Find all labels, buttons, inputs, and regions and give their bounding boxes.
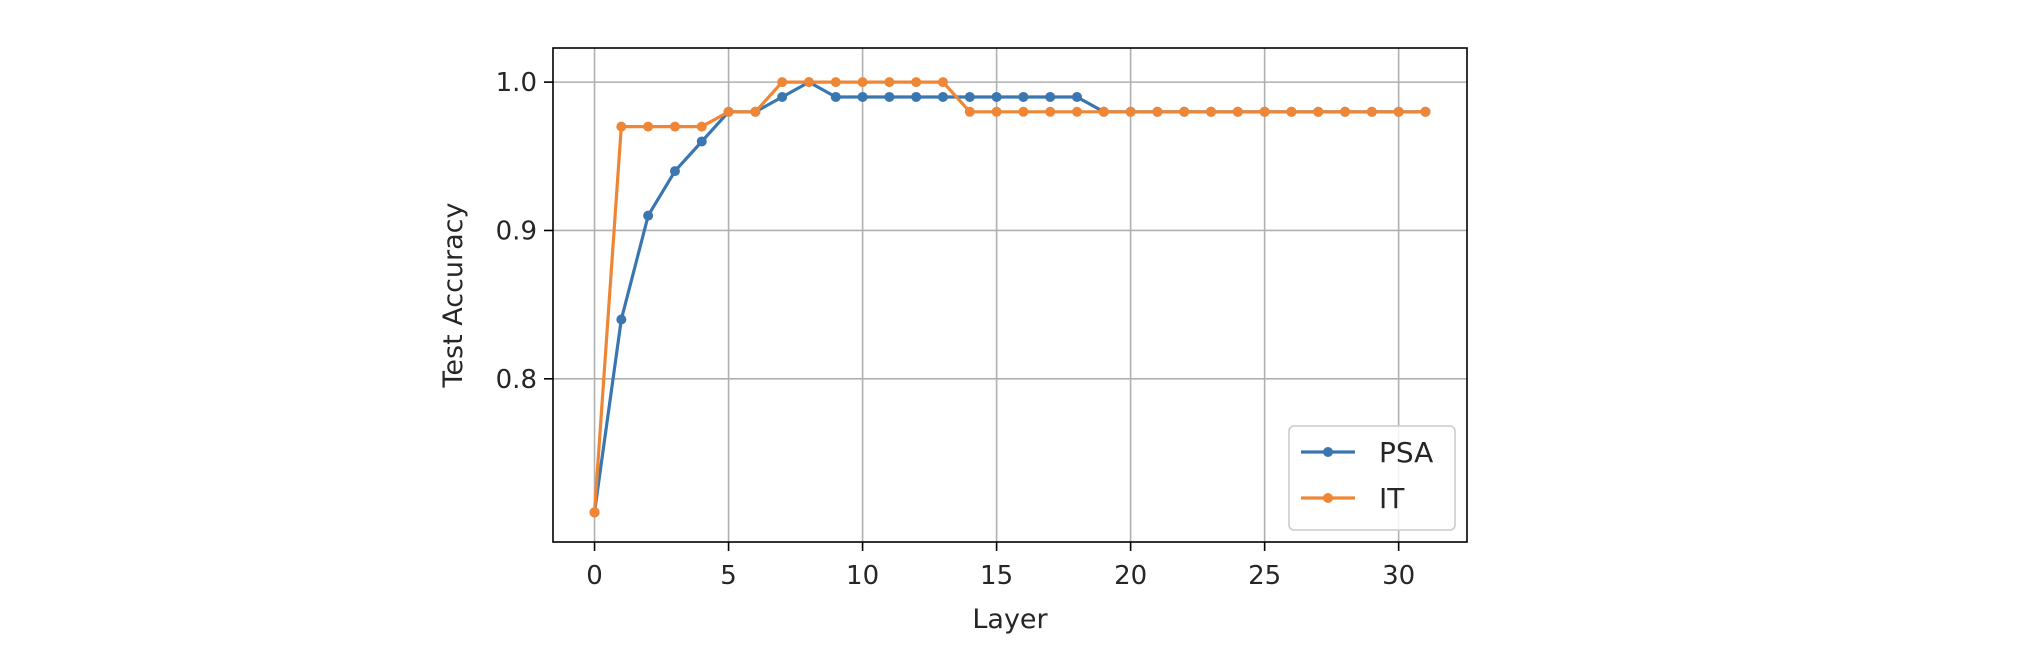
y-tick-label: 0.9 bbox=[496, 216, 537, 246]
series-psa-point bbox=[884, 91, 895, 102]
series-it-point bbox=[616, 121, 627, 132]
series-it-point bbox=[1286, 106, 1297, 117]
series-psa-point bbox=[830, 91, 841, 102]
y-tick-label: 1.0 bbox=[496, 68, 537, 98]
series-psa-point bbox=[696, 136, 707, 147]
series-psa-point bbox=[991, 91, 1002, 102]
series-it-point bbox=[1206, 106, 1217, 117]
series-it-point bbox=[964, 106, 975, 117]
series-it-point bbox=[857, 77, 868, 88]
series-psa-point bbox=[964, 91, 975, 102]
series-it-point bbox=[643, 121, 654, 132]
series-psa-point bbox=[1018, 91, 1029, 102]
series-it-point bbox=[1259, 106, 1270, 117]
series-psa-point bbox=[643, 210, 654, 221]
series-psa-point bbox=[777, 91, 788, 102]
series-it-point bbox=[696, 121, 707, 132]
series-it-point bbox=[777, 77, 788, 88]
series-it-point bbox=[669, 121, 680, 132]
series-it-point bbox=[750, 106, 761, 117]
x-tick-label: 10 bbox=[846, 561, 879, 591]
series-it-point bbox=[1420, 106, 1431, 117]
series-group bbox=[589, 77, 1431, 518]
x-tick-label: 5 bbox=[720, 561, 737, 591]
x-axis-label: Layer bbox=[972, 604, 1048, 635]
series-psa-point bbox=[857, 91, 868, 102]
legend-psa-marker bbox=[1323, 447, 1333, 457]
x-tick-label: 25 bbox=[1248, 561, 1281, 591]
series-it-point bbox=[1313, 106, 1324, 117]
legend-psa-label: PSA bbox=[1379, 436, 1433, 469]
legend-it-label: IT bbox=[1379, 482, 1405, 515]
series-it-point bbox=[1072, 106, 1083, 117]
series-psa-point bbox=[937, 91, 948, 102]
y-tick-label: 0.8 bbox=[496, 365, 537, 395]
series-it-point bbox=[1232, 106, 1243, 117]
series-it-point bbox=[1098, 106, 1109, 117]
series-psa-point bbox=[1072, 91, 1083, 102]
series-psa-point bbox=[669, 166, 680, 177]
x-tick-label: 30 bbox=[1382, 561, 1415, 591]
series-it-point bbox=[1366, 106, 1377, 117]
series-psa-point bbox=[616, 314, 627, 325]
series-it-point bbox=[803, 77, 814, 88]
plot-frame bbox=[552, 47, 1468, 543]
series-it-point bbox=[723, 106, 734, 117]
series-psa-point bbox=[1045, 91, 1056, 102]
series-it-point bbox=[884, 77, 895, 88]
series-it-point bbox=[1393, 106, 1404, 117]
series-it-point bbox=[830, 77, 841, 88]
legend-it-marker bbox=[1323, 493, 1333, 503]
series-it-point bbox=[991, 106, 1002, 117]
series-it-point bbox=[1125, 106, 1136, 117]
series-it-point bbox=[1152, 106, 1163, 117]
series-it-point bbox=[911, 77, 922, 88]
series-psa-point bbox=[911, 91, 922, 102]
series-it-point bbox=[1018, 106, 1029, 117]
series-it-point bbox=[589, 507, 600, 518]
legend: PSA IT bbox=[1288, 425, 1456, 531]
series-it-point bbox=[1340, 106, 1351, 117]
x-tick-label: 15 bbox=[980, 561, 1013, 591]
axis-ticks: 0 5 10 15 20 25 30 0.8 0.9 1.0 bbox=[496, 68, 1416, 591]
x-tick-label: 20 bbox=[1114, 561, 1147, 591]
series-it-point bbox=[937, 77, 948, 88]
series-it-point bbox=[1045, 106, 1056, 117]
x-tick-label: 0 bbox=[586, 561, 603, 591]
y-axis-label: Test Accuracy bbox=[438, 202, 469, 388]
series-it-point bbox=[1179, 106, 1190, 117]
